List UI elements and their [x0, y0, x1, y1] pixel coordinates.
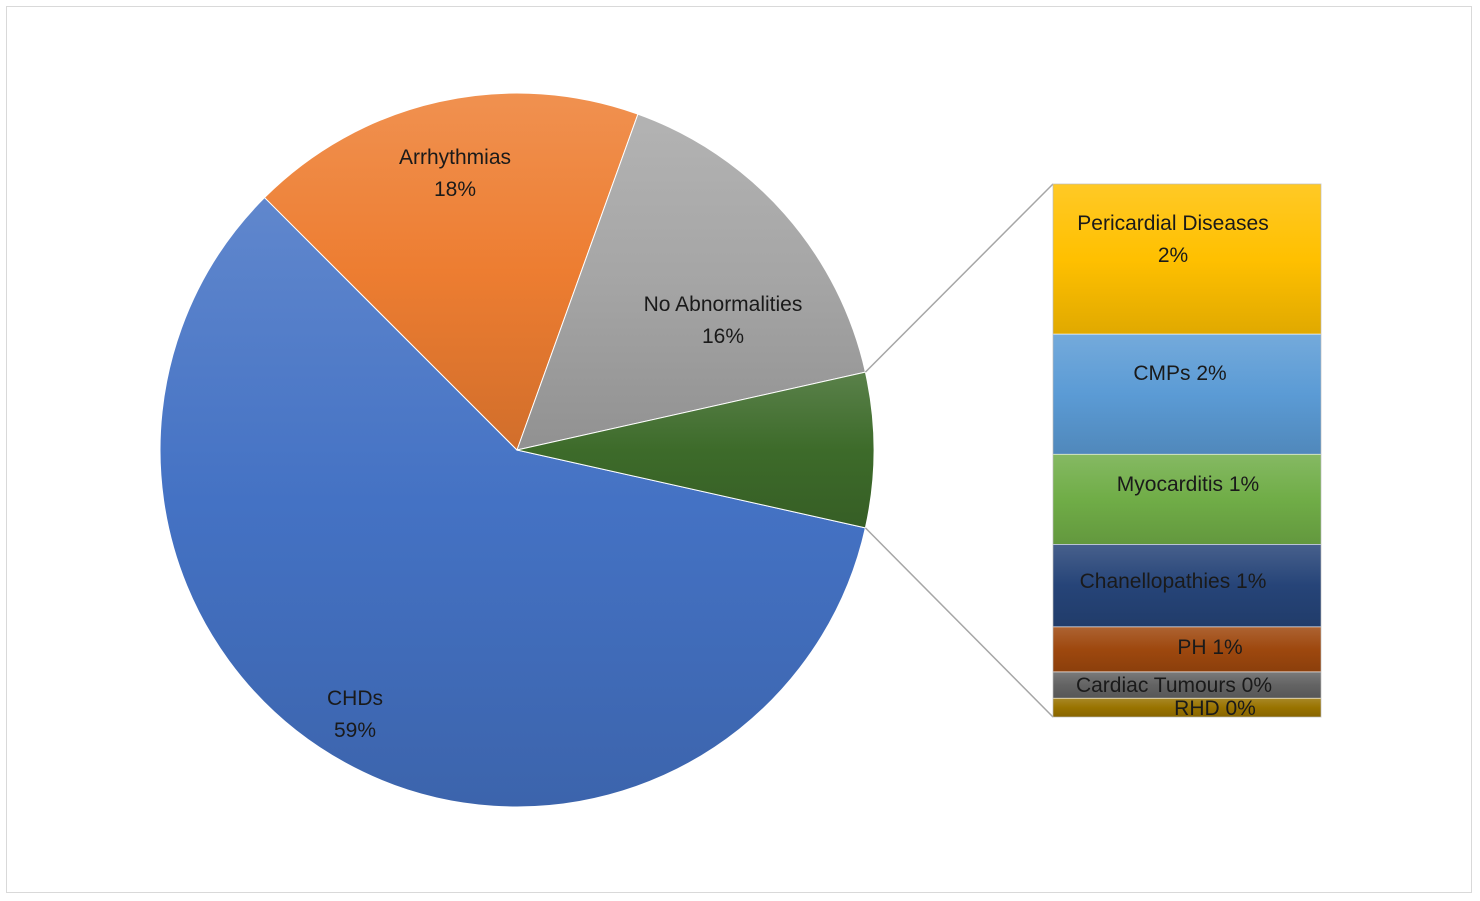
label-arrhythmias-pct: 18%	[434, 178, 476, 201]
label-chds-name: CHDs	[327, 687, 383, 710]
label-rhd: RHD 0%	[1174, 697, 1256, 720]
label-chds-pct: 59%	[334, 719, 376, 742]
pie-slice-no-abnormalities	[516, 113, 866, 451]
label-cmps: CMPs 2%	[1133, 362, 1226, 385]
bar-segment-rhd	[1052, 697, 1322, 718]
label-pericardial-pct: 2%	[1158, 244, 1188, 267]
bar-segment-ph	[1052, 626, 1322, 673]
label-ph: PH 1%	[1177, 636, 1242, 659]
connector-line-top	[864, 183, 1054, 373]
label-pericardial-name: Pericardial Diseases	[1077, 212, 1268, 235]
label-no-abnormalities-pct: 16%	[702, 325, 744, 348]
bar-segment-chanellopathies	[1052, 544, 1322, 628]
stacked-bar	[1052, 183, 1322, 718]
bar-segment-cmps	[1052, 333, 1322, 455]
data-labels: CHDs 59% Arrhythmias 18% No Abnormalitie…	[327, 146, 1272, 742]
connector-lines	[864, 183, 1054, 718]
bar-outline	[1052, 183, 1322, 718]
label-chanellopathies: Chanellopathies 1%	[1080, 570, 1267, 593]
pie-group	[159, 92, 875, 808]
pie-slice-arrhythmias	[263, 92, 639, 451]
label-cardiac-tumours: Cardiac Tumours 0%	[1076, 674, 1272, 697]
pie-slice-other	[516, 371, 875, 529]
connector-line-bottom	[864, 527, 1054, 718]
label-no-abnormalities-name: No Abnormalities	[644, 293, 803, 316]
bar-segment-myocarditis	[1052, 453, 1322, 545]
label-myocarditis: Myocarditis 1%	[1117, 473, 1259, 496]
label-arrhythmias-name: Arrhythmias	[399, 146, 511, 169]
pie-slice-chds	[159, 196, 866, 808]
bar-segment-pericardial-diseases	[1052, 183, 1322, 335]
